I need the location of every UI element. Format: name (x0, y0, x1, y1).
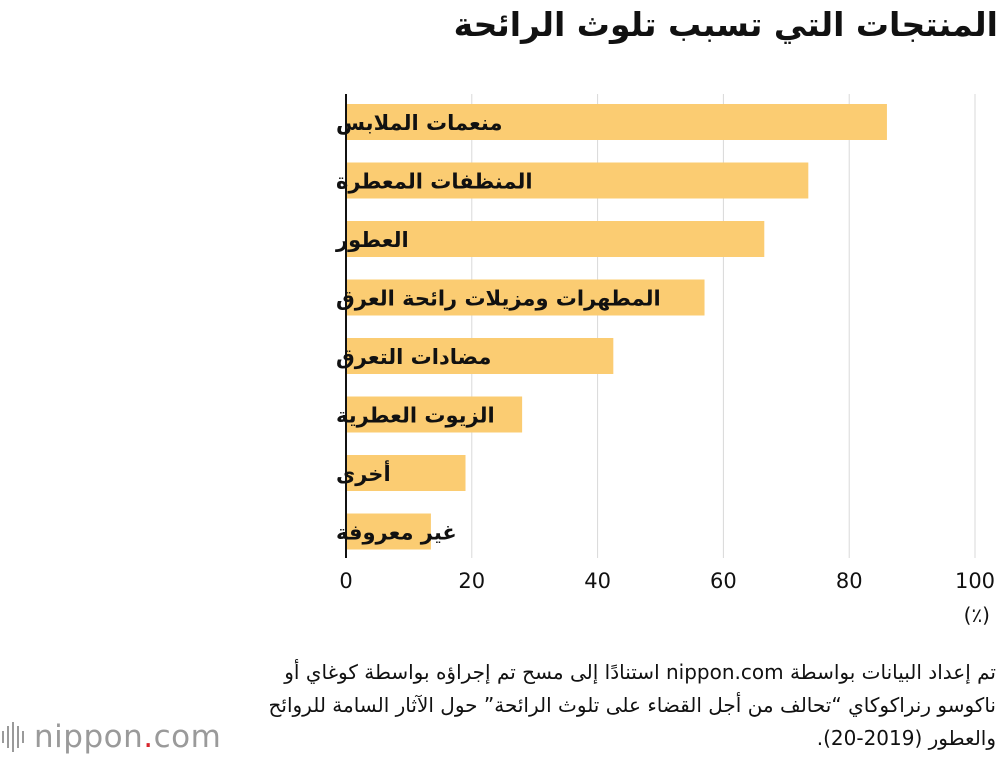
category-label: أخرى (336, 459, 391, 486)
bar-chart: منعمات الملابس المنظفات المعطرة العطور المط… (335, 94, 995, 627)
category-label: مضادات التعرق (336, 345, 491, 369)
unit-label: (٪) (964, 603, 990, 627)
logo-dot: . (143, 719, 154, 755)
bars (346, 104, 887, 550)
bar (346, 455, 466, 491)
bar (346, 104, 887, 140)
logo-suffix: com (153, 719, 222, 755)
logo-text: nippon.com (34, 719, 221, 755)
category-label: غير معروفة (336, 521, 457, 545)
bar (346, 513, 431, 550)
source-note: تم إعداد البيانات بواسطة nippon.com استن… (268, 660, 996, 750)
x-tick-label: 40 (584, 569, 611, 593)
bar (346, 162, 809, 199)
chart-title: المنتجات التي تسبب تلوث الرائحة (453, 5, 998, 44)
x-tick-label: 0 (339, 569, 352, 593)
category-label: المطهرات ومزيلات رائحة العرق (336, 287, 661, 311)
category-label: العطور (335, 228, 409, 252)
x-tick-labels: 0 20 40 60 80 100 (339, 569, 995, 593)
bar (346, 279, 705, 316)
category-label: الزيوت العطرية (336, 404, 495, 428)
nippon-bars-icon (2, 722, 24, 752)
x-tick-label: 60 (710, 569, 737, 593)
bar (346, 221, 765, 257)
category-label: المنظفات المعطرة (336, 170, 533, 194)
logo-name: nippon (34, 719, 144, 755)
bar (346, 338, 614, 374)
x-tick-label: 100 (955, 569, 995, 593)
x-tick-label: 80 (836, 569, 863, 593)
x-tick-label: 20 (458, 569, 485, 593)
nippon-logo[interactable]: nippon.com (2, 712, 221, 762)
bar (346, 396, 523, 433)
category-label: منعمات الملابس (336, 111, 502, 135)
category-labels: منعمات الملابس المنظفات المعطرة العطور المط… (335, 111, 661, 545)
